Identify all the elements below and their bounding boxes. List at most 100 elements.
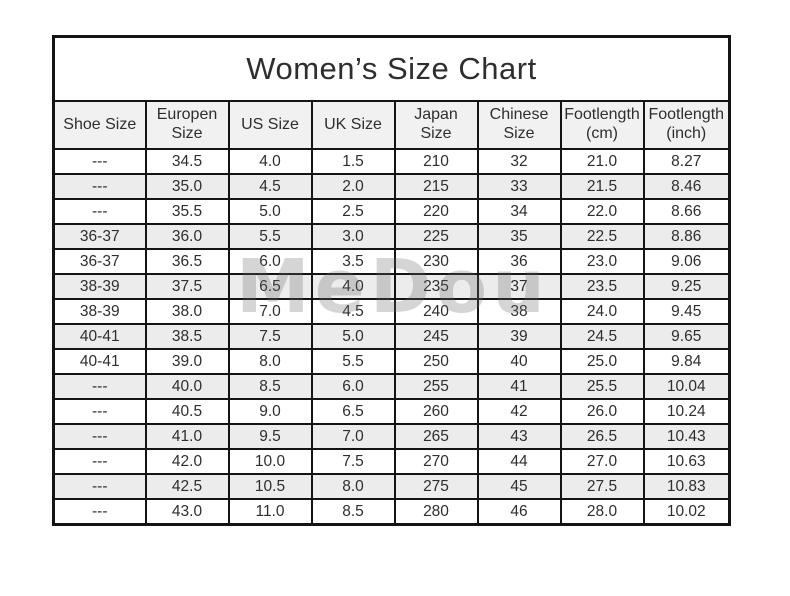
cell-jp: 235: [393, 273, 479, 300]
cell-shoe: ---: [52, 148, 147, 175]
cell-jp: 260: [393, 398, 479, 425]
table-row: --- 41.0 9.5 7.0 265 43 26.5 10.43: [52, 423, 731, 450]
table-row: --- 35.0 4.5 2.0 215 33 21.5 8.46: [52, 173, 731, 200]
cell-eu: 35.0: [144, 173, 230, 200]
cell-jp: 240: [393, 298, 479, 325]
cell-cm: 23.5: [559, 273, 645, 300]
cell-cm: 21.0: [559, 148, 645, 175]
table-row: 36-37 36.5 6.0 3.5 230 36 23.0 9.06: [52, 248, 731, 275]
cell-inch: 9.84: [642, 348, 731, 375]
cell-cn: 32: [476, 148, 562, 175]
cell-uk: 8.5: [310, 498, 396, 526]
cell-cm: 22.0: [559, 198, 645, 225]
cell-eu: 41.0: [144, 423, 230, 450]
column-header-jp: Japan Size: [393, 100, 479, 150]
cell-uk: 6.5: [310, 398, 396, 425]
cell-inch: 9.45: [642, 298, 731, 325]
cell-us: 10.5: [227, 473, 313, 500]
cell-us: 8.0: [227, 348, 313, 375]
table-row: --- 42.5 10.5 8.0 275 45 27.5 10.83: [52, 473, 731, 500]
cell-us: 7.0: [227, 298, 313, 325]
cell-inch: 9.65: [642, 323, 731, 350]
cell-us: 5.5: [227, 223, 313, 250]
cell-jp: 255: [393, 373, 479, 400]
cell-cn: 37: [476, 273, 562, 300]
cell-cn: 39: [476, 323, 562, 350]
cell-inch: 10.63: [642, 448, 731, 475]
cell-cn: 36: [476, 248, 562, 275]
cell-eu: 34.5: [144, 148, 230, 175]
cell-inch: 8.27: [642, 148, 731, 175]
cell-cn: 41: [476, 373, 562, 400]
cell-us: 11.0: [227, 498, 313, 526]
cell-uk: 2.5: [310, 198, 396, 225]
cell-inch: 10.43: [642, 423, 731, 450]
cell-uk: 5.0: [310, 323, 396, 350]
cell-uk: 5.5: [310, 348, 396, 375]
cell-inch: 9.06: [642, 248, 731, 275]
cell-uk: 2.0: [310, 173, 396, 200]
cell-cm: 22.5: [559, 223, 645, 250]
cell-uk: 1.5: [310, 148, 396, 175]
cell-uk: 3.0: [310, 223, 396, 250]
page-title: Women’s Size Chart: [52, 35, 731, 102]
table-body: --- 34.5 4.0 1.5 210 32 21.0 8.27 --- 35.0 4.5 2.0 2…: [52, 148, 731, 526]
column-header-shoe: Shoe Size: [52, 100, 147, 150]
cell-cm: 21.5: [559, 173, 645, 200]
cell-uk: 8.0: [310, 473, 396, 500]
cell-shoe: ---: [52, 423, 147, 450]
cell-jp: 265: [393, 423, 479, 450]
cell-cn: 35: [476, 223, 562, 250]
cell-cn: 43: [476, 423, 562, 450]
cell-jp: 225: [393, 223, 479, 250]
cell-cm: 27.0: [559, 448, 645, 475]
table-row: 38-39 38.0 7.0 4.5 240 38 24.0 9.45: [52, 298, 731, 325]
cell-shoe: 40-41: [52, 348, 147, 375]
table-row: --- 43.0 11.0 8.5 280 46 28.0 10.02: [52, 498, 731, 526]
cell-uk: 3.5: [310, 248, 396, 275]
cell-jp: 215: [393, 173, 479, 200]
cell-uk: 7.5: [310, 448, 396, 475]
cell-cm: 23.0: [559, 248, 645, 275]
header-row: Shoe Size Europen Size US Size UK Size Japan…: [52, 100, 731, 150]
cell-inch: 10.24: [642, 398, 731, 425]
cell-eu: 37.5: [144, 273, 230, 300]
cell-eu: 40.0: [144, 373, 230, 400]
cell-jp: 280: [393, 498, 479, 526]
cell-shoe: 40-41: [52, 323, 147, 350]
cell-uk: 4.5: [310, 298, 396, 325]
cell-jp: 230: [393, 248, 479, 275]
table-row: --- 34.5 4.0 1.5 210 32 21.0 8.27: [52, 148, 731, 175]
cell-cm: 28.0: [559, 498, 645, 526]
cell-eu: 43.0: [144, 498, 230, 526]
column-header-uk: UK Size: [310, 100, 396, 150]
cell-us: 9.0: [227, 398, 313, 425]
cell-cn: 33: [476, 173, 562, 200]
cell-inch: 8.46: [642, 173, 731, 200]
cell-shoe: ---: [52, 473, 147, 500]
table-row: --- 40.5 9.0 6.5 260 42 26.0 10.24: [52, 398, 731, 425]
cell-cm: 25.5: [559, 373, 645, 400]
cell-shoe: ---: [52, 498, 147, 526]
cell-shoe: 38-39: [52, 273, 147, 300]
cell-cn: 40: [476, 348, 562, 375]
cell-eu: 40.5: [144, 398, 230, 425]
cell-uk: 4.0: [310, 273, 396, 300]
cell-shoe: 36-37: [52, 223, 147, 250]
cell-shoe: ---: [52, 448, 147, 475]
cell-eu: 35.5: [144, 198, 230, 225]
table-row: --- 40.0 8.5 6.0 255 41 25.5 10.04: [52, 373, 731, 400]
column-header-cm: Footlength (cm): [559, 100, 645, 150]
cell-uk: 7.0: [310, 423, 396, 450]
cell-us: 8.5: [227, 373, 313, 400]
table-row: 36-37 36.0 5.5 3.0 225 35 22.5 8.86: [52, 223, 731, 250]
cell-uk: 6.0: [310, 373, 396, 400]
cell-inch: 10.02: [642, 498, 731, 526]
cell-us: 10.0: [227, 448, 313, 475]
cell-shoe: 38-39: [52, 298, 147, 325]
cell-cm: 24.5: [559, 323, 645, 350]
cell-eu: 36.5: [144, 248, 230, 275]
cell-jp: 270: [393, 448, 479, 475]
cell-cn: 44: [476, 448, 562, 475]
cell-shoe: ---: [52, 198, 147, 225]
